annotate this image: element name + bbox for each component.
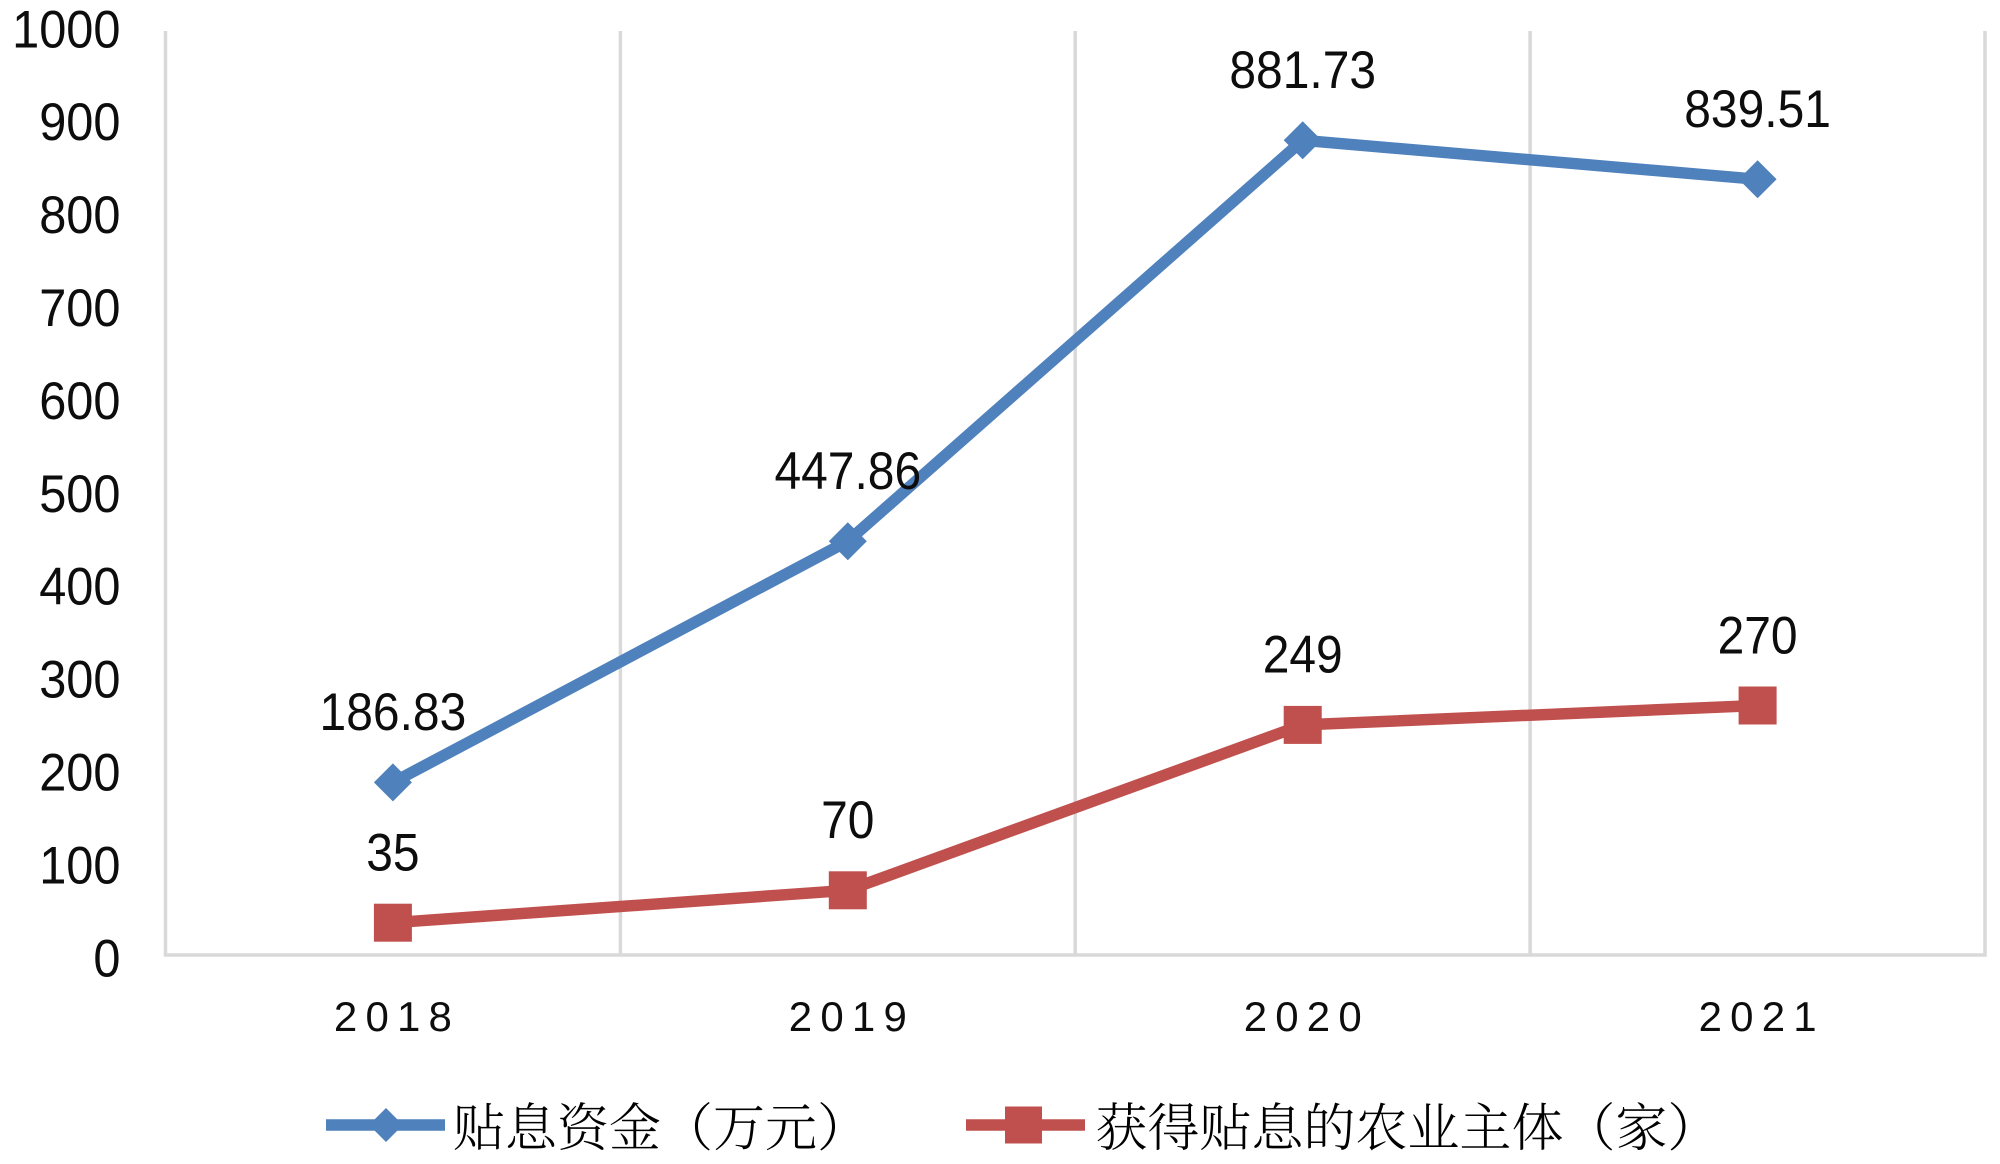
svg-text:70: 70 bbox=[821, 791, 874, 850]
svg-text:300: 300 bbox=[39, 651, 120, 710]
svg-text:839.51: 839.51 bbox=[1684, 80, 1831, 139]
svg-text:700: 700 bbox=[39, 279, 120, 338]
svg-text:249: 249 bbox=[1263, 626, 1343, 685]
svg-text:800: 800 bbox=[39, 186, 120, 245]
svg-text:35: 35 bbox=[366, 824, 419, 883]
svg-text:500: 500 bbox=[39, 465, 120, 524]
svg-text:600: 600 bbox=[39, 372, 120, 431]
svg-text:1000: 1000 bbox=[12, 0, 120, 59]
svg-text:200: 200 bbox=[39, 744, 120, 803]
svg-text:881.73: 881.73 bbox=[1229, 41, 1376, 100]
svg-text:900: 900 bbox=[39, 93, 120, 152]
svg-text:186.83: 186.83 bbox=[320, 683, 467, 742]
svg-text:270: 270 bbox=[1718, 606, 1798, 665]
svg-text:447.86: 447.86 bbox=[774, 442, 921, 501]
svg-text:400: 400 bbox=[39, 558, 120, 617]
svg-text:0: 0 bbox=[93, 929, 120, 988]
svg-text:100: 100 bbox=[39, 836, 120, 895]
